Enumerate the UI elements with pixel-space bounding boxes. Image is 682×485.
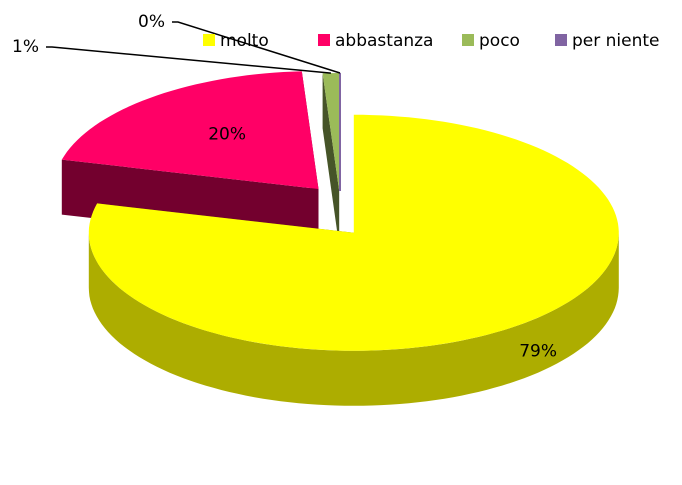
slice: [88, 114, 619, 351]
slice-side: [322, 73, 340, 246]
data-label: 1%: [12, 37, 39, 57]
data-label: 79%: [519, 341, 557, 361]
legend-swatch: [203, 34, 215, 46]
leader-line: [46, 46, 331, 74]
legend-label: per niente: [572, 31, 660, 51]
legend-swatch: [462, 34, 474, 46]
legend-label: poco: [479, 31, 520, 51]
legend-label: abbastanza: [335, 31, 433, 51]
slice: [322, 73, 340, 191]
slice-wall: [88, 232, 619, 406]
data-label: 20%: [208, 124, 246, 144]
legend-swatch: [318, 34, 330, 46]
leader-line: [172, 21, 341, 74]
data-label: 0%: [138, 12, 165, 32]
legend-label: molto: [220, 31, 269, 51]
slice: [61, 71, 319, 189]
legend-swatch: [555, 34, 567, 46]
